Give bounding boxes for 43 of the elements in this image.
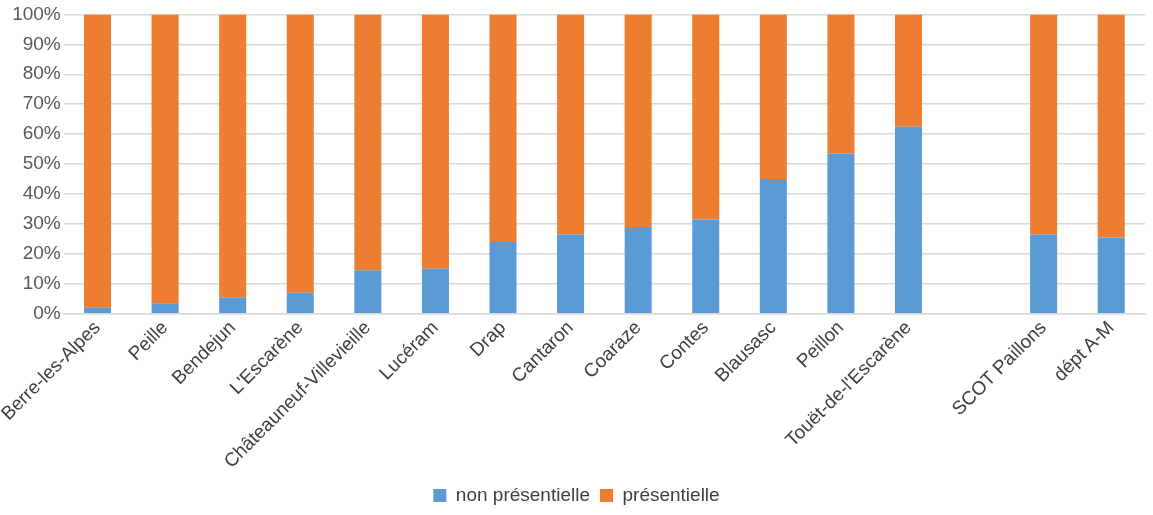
bar — [84, 14, 112, 308]
bar — [219, 297, 247, 313]
legend-label: non présentielle — [455, 483, 590, 505]
bar — [421, 14, 449, 269]
bar — [557, 14, 585, 235]
y-tick-label: 20% — [22, 242, 61, 264]
y-tick-label: 80% — [22, 62, 61, 84]
y-tick-label: 60% — [22, 122, 61, 144]
bar — [894, 126, 922, 313]
y-tick-label: 40% — [22, 182, 61, 204]
bar — [1030, 14, 1058, 235]
bar — [692, 14, 720, 220]
y-tick-label: 30% — [22, 212, 61, 234]
bar — [151, 14, 179, 304]
bar — [421, 268, 449, 313]
bar — [489, 14, 517, 242]
bar — [84, 307, 112, 313]
bar — [624, 226, 652, 313]
bar — [286, 14, 314, 293]
bar — [894, 14, 922, 127]
y-tick-label: 90% — [22, 32, 61, 54]
bar — [354, 270, 382, 313]
y-tick-label: 10% — [22, 272, 61, 294]
bar — [489, 241, 517, 313]
y-tick-label: 100% — [12, 2, 61, 24]
bar — [219, 14, 247, 298]
bar — [557, 234, 585, 313]
bar — [827, 153, 855, 313]
y-tick-label: 0% — [33, 301, 61, 323]
bar — [1097, 237, 1125, 313]
bar — [759, 179, 787, 313]
bar — [151, 303, 179, 313]
bar — [1097, 14, 1125, 238]
bar — [286, 292, 314, 313]
bar — [624, 14, 652, 227]
bar — [692, 219, 720, 313]
bar — [1030, 234, 1058, 313]
y-tick-label: 50% — [22, 152, 61, 174]
bar — [759, 14, 787, 180]
y-tick-label: 70% — [22, 92, 61, 114]
bar — [827, 14, 855, 154]
legend-label: présentielle — [622, 483, 720, 505]
bar — [354, 14, 382, 271]
